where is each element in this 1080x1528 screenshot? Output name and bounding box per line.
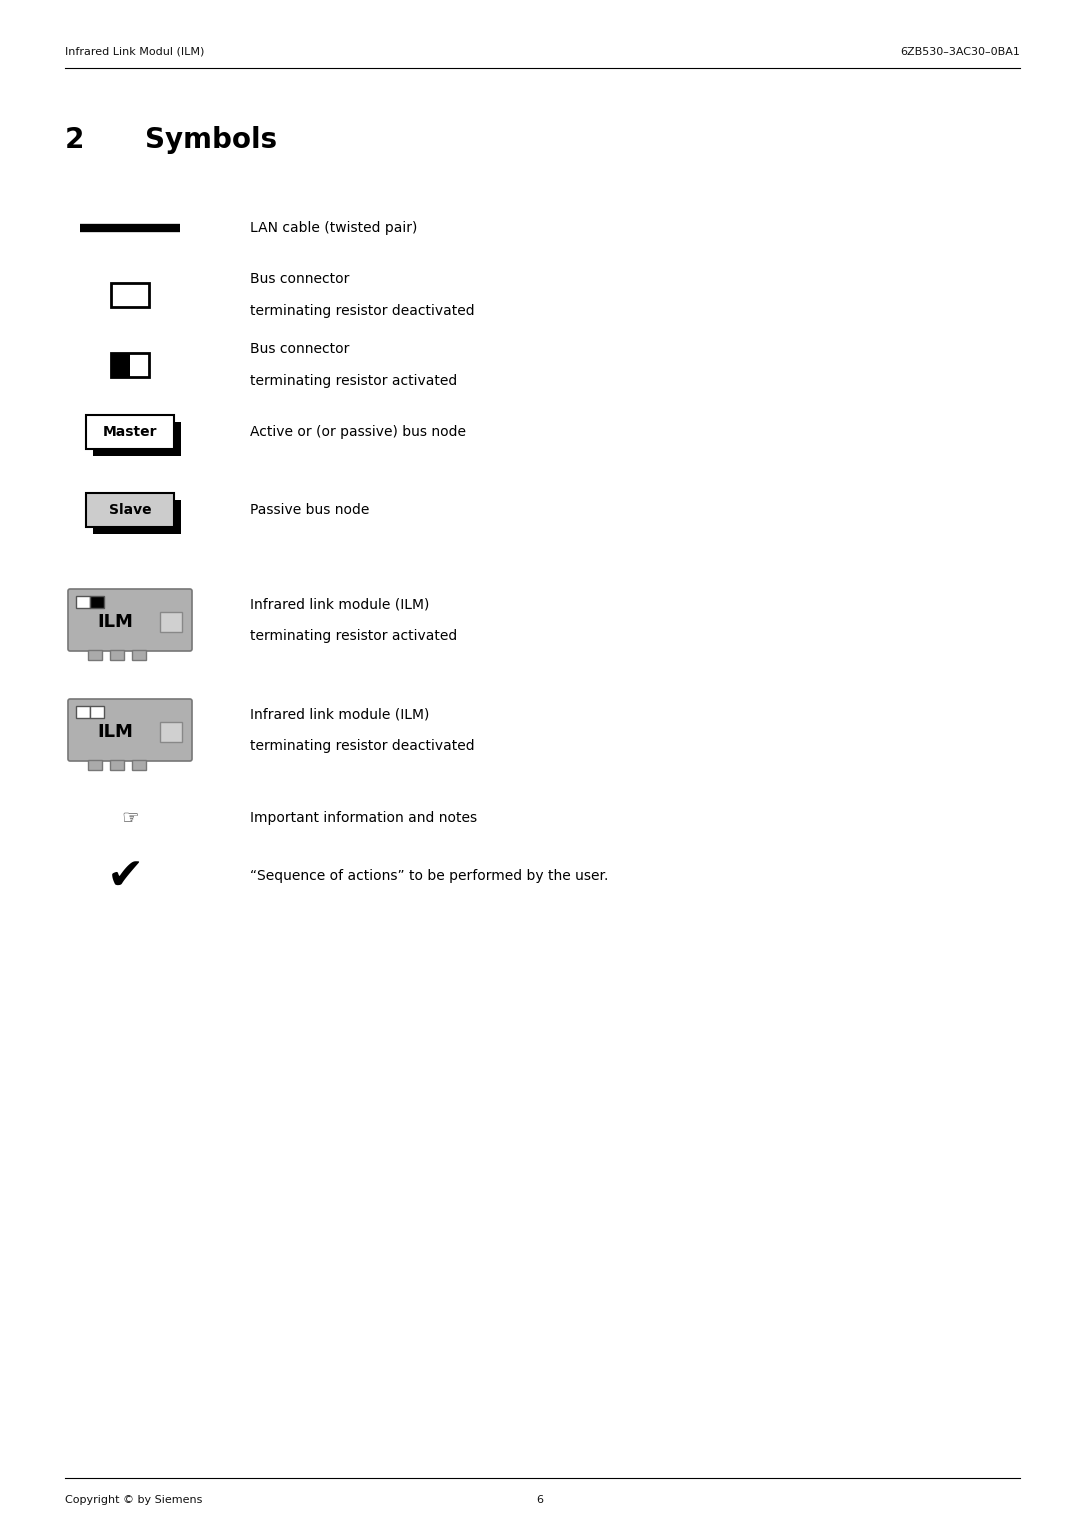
Text: Passive bus node: Passive bus node bbox=[249, 503, 369, 516]
Text: ☞: ☞ bbox=[121, 808, 138, 828]
Bar bbox=[132, 759, 146, 770]
Text: Master: Master bbox=[103, 425, 158, 439]
Bar bbox=[93, 500, 181, 533]
FancyBboxPatch shape bbox=[68, 698, 192, 761]
Bar bbox=[111, 353, 130, 377]
Bar bbox=[111, 283, 149, 307]
Text: Infrared link module (ILM): Infrared link module (ILM) bbox=[249, 707, 430, 721]
Bar bbox=[87, 759, 102, 770]
Text: Slave: Slave bbox=[109, 503, 151, 516]
Text: Important information and notes: Important information and notes bbox=[249, 811, 477, 825]
Bar bbox=[87, 649, 102, 660]
Text: terminating resistor activated: terminating resistor activated bbox=[249, 374, 457, 388]
Text: Active or (or passive) bus node: Active or (or passive) bus node bbox=[249, 425, 465, 439]
Bar bbox=[90, 596, 104, 608]
Text: Bus connector: Bus connector bbox=[249, 342, 349, 356]
Bar bbox=[86, 416, 174, 449]
FancyBboxPatch shape bbox=[68, 588, 192, 651]
Text: 6: 6 bbox=[537, 1494, 543, 1505]
Text: ✔: ✔ bbox=[106, 854, 144, 897]
Text: “Sequence of actions” to be performed by the user.: “Sequence of actions” to be performed by… bbox=[249, 869, 608, 883]
Bar bbox=[110, 649, 124, 660]
Text: ILM: ILM bbox=[97, 723, 134, 741]
Text: LAN cable (twisted pair): LAN cable (twisted pair) bbox=[249, 222, 417, 235]
Bar bbox=[160, 723, 183, 743]
Text: Infrared Link Modul (ILM): Infrared Link Modul (ILM) bbox=[65, 47, 204, 57]
Bar bbox=[110, 759, 124, 770]
Text: 2: 2 bbox=[65, 125, 84, 154]
Bar bbox=[132, 649, 146, 660]
Bar bbox=[76, 706, 90, 718]
Text: terminating resistor deactivated: terminating resistor deactivated bbox=[249, 304, 474, 318]
Bar bbox=[111, 353, 149, 377]
Text: Symbols: Symbols bbox=[145, 125, 278, 154]
Text: terminating resistor activated: terminating resistor activated bbox=[249, 630, 457, 643]
Bar bbox=[86, 494, 174, 527]
Bar bbox=[93, 422, 181, 455]
Text: ILM: ILM bbox=[97, 613, 134, 631]
Text: terminating resistor deactivated: terminating resistor deactivated bbox=[249, 740, 474, 753]
Bar bbox=[90, 706, 104, 718]
Bar bbox=[160, 613, 183, 633]
Text: Bus connector: Bus connector bbox=[249, 272, 349, 286]
Text: Infrared link module (ILM): Infrared link module (ILM) bbox=[249, 597, 430, 611]
Text: 6ZB530–3AC30–0BA1: 6ZB530–3AC30–0BA1 bbox=[900, 47, 1020, 57]
Bar bbox=[76, 596, 90, 608]
Text: Copyright © by Siemens: Copyright © by Siemens bbox=[65, 1494, 202, 1505]
